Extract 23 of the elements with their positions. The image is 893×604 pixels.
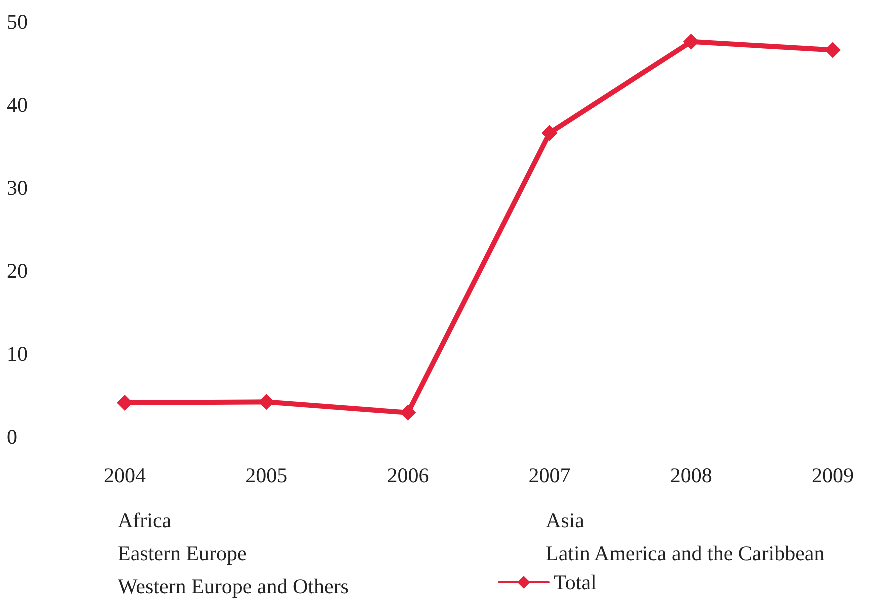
x-tick-label: 2008 — [670, 464, 712, 488]
y-tick-label: 40 — [7, 93, 28, 117]
point — [258, 394, 275, 410]
text: Eastern Europe — [118, 542, 247, 566]
text: Western Europe and Others — [118, 574, 349, 598]
y-tick-label: 10 — [7, 342, 28, 366]
point — [825, 42, 841, 58]
y-tick-label: 20 — [7, 259, 28, 283]
point — [683, 34, 700, 50]
y-tick-label: 50 — [7, 10, 28, 34]
x-tick-label: 2006 — [387, 464, 430, 488]
text: Latin America and the Caribbean — [546, 542, 826, 566]
point — [542, 125, 558, 142]
point — [400, 404, 416, 421]
text: Africa — [118, 508, 172, 532]
x-tick-label: 2004 — [104, 464, 146, 488]
x-tick-label: 2007 — [528, 464, 571, 488]
x-tick-label: 2005 — [246, 464, 288, 488]
x-tick-label: 2009 — [812, 464, 854, 488]
y-tick-label: 0 — [7, 425, 18, 449]
legend-label: Total — [554, 570, 598, 594]
text: Asia — [546, 508, 586, 532]
y-tick-label: 30 — [7, 176, 28, 200]
